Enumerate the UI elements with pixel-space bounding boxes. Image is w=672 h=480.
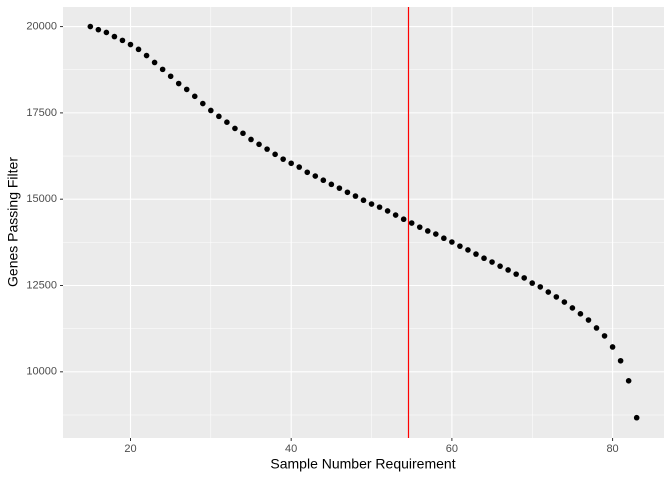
point (473, 251, 479, 257)
point (433, 231, 439, 237)
y-tick-label: 15000 (26, 193, 57, 205)
point (569, 305, 576, 311)
point (561, 299, 568, 305)
point (240, 130, 246, 137)
point (320, 177, 327, 184)
point (224, 119, 230, 126)
point (296, 164, 303, 170)
point (175, 80, 182, 87)
point (167, 73, 174, 80)
point (617, 357, 624, 364)
point (159, 66, 166, 73)
point (111, 33, 118, 40)
x-tick-label: 40 (285, 443, 297, 455)
point (585, 317, 592, 323)
x-axis-title: Sample Number Requirement (270, 456, 455, 472)
point (208, 107, 214, 114)
point (545, 289, 552, 295)
point (151, 59, 158, 66)
point (280, 156, 286, 162)
point (312, 173, 319, 179)
point (360, 197, 367, 204)
point (103, 29, 110, 36)
point (392, 212, 399, 218)
point (424, 228, 431, 234)
point (521, 275, 527, 281)
point (200, 100, 206, 107)
point (256, 141, 262, 148)
point (497, 263, 503, 269)
point (368, 201, 375, 207)
point (344, 189, 351, 196)
point (625, 377, 632, 384)
x-tick-label: 20 (124, 443, 136, 455)
point (577, 311, 584, 317)
point (513, 271, 519, 277)
point (449, 239, 455, 245)
point (481, 255, 487, 262)
point (601, 333, 608, 339)
point (127, 41, 134, 48)
point (633, 414, 640, 421)
point (95, 26, 102, 33)
point (336, 185, 343, 191)
y-tick-label: 12500 (26, 279, 57, 291)
point (489, 259, 495, 265)
point (264, 146, 270, 152)
plot-background (63, 7, 664, 438)
point (191, 93, 198, 100)
y-tick-label: 10000 (26, 366, 57, 378)
x-tick-label: 80 (606, 443, 618, 455)
point (183, 86, 190, 93)
point (288, 160, 294, 167)
point (135, 46, 142, 53)
point (119, 37, 126, 44)
y-tick-label: 17500 (26, 107, 57, 119)
x-tick-label: 60 (446, 443, 458, 455)
point (441, 235, 447, 242)
y-axis-title: Genes Passing Filter (5, 157, 21, 287)
point (232, 125, 238, 132)
point (416, 224, 423, 230)
point (248, 136, 254, 143)
point (376, 204, 383, 210)
point (529, 280, 536, 286)
point (87, 23, 94, 30)
point (408, 220, 415, 226)
point (457, 243, 463, 249)
y-tick-label: 20000 (26, 20, 57, 32)
point (384, 208, 391, 214)
point (272, 151, 278, 158)
point (304, 169, 311, 176)
point (143, 52, 150, 59)
point (465, 247, 471, 253)
point (352, 193, 359, 199)
point (553, 294, 560, 300)
point (328, 181, 335, 188)
point (609, 344, 616, 350)
point (505, 267, 511, 273)
point (537, 284, 544, 290)
point (216, 113, 222, 120)
point (400, 216, 407, 223)
point (593, 325, 600, 331)
